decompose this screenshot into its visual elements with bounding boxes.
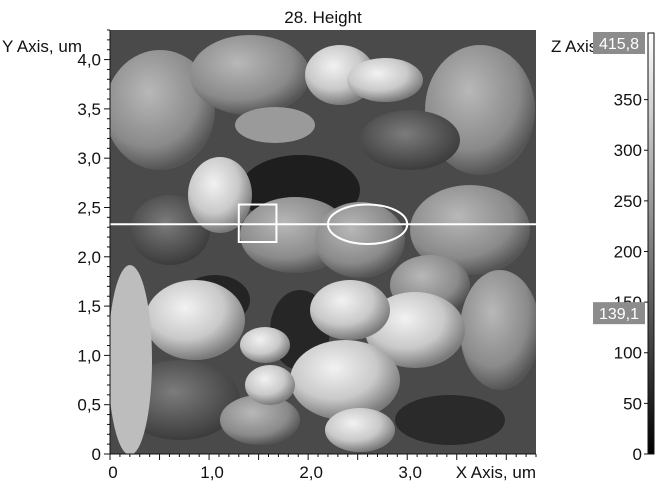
selection-ellipse <box>326 203 409 245</box>
y-tick-label: 2,0 <box>77 248 101 267</box>
z-tick-label: 0 <box>633 445 642 464</box>
y-tick-label: 0 <box>92 445 101 464</box>
y-tick-label: 1,0 <box>77 346 101 365</box>
z-colorbar-gradient <box>647 32 655 455</box>
z-marker-badge <box>593 302 645 325</box>
z-marker-label: 139,1 <box>599 306 639 323</box>
x-tick-label: 0 <box>108 463 117 482</box>
y-tick-label: 4,0 <box>77 51 101 70</box>
z-tick-label: 300 <box>614 141 642 160</box>
z-tick-label: 250 <box>614 192 642 211</box>
y-tick-label: 1,5 <box>77 297 101 316</box>
x-axis-title: X Axis, um <box>456 463 536 482</box>
x-tick-label: 1,0 <box>200 463 224 482</box>
y-tick-label: 2,5 <box>77 198 101 217</box>
z-marker-badge <box>593 32 645 54</box>
x-tick-label: 3,0 <box>398 463 422 482</box>
y-tick-label: 0,5 <box>77 396 101 415</box>
z-axis-title: Z Axis <box>551 37 597 56</box>
z-tick-label: 200 <box>614 242 642 261</box>
y-axis: 0 0,5 1,0 1,5 2,0 2,5 3,0 3,5 4,0 <box>77 29 111 464</box>
z-tick-label: 50 <box>623 394 642 413</box>
y-tick-label: 3,0 <box>77 149 101 168</box>
chart-title: 28. Height <box>284 8 362 27</box>
z-tick-label: 350 <box>614 91 642 110</box>
y-axis-title: Y Axis, um <box>2 37 82 56</box>
z-marker-label: 415,8 <box>599 36 639 53</box>
z-tick-label: 100 <box>614 344 642 363</box>
x-tick-label: 2,0 <box>299 463 323 482</box>
selection-rectangle <box>237 203 278 243</box>
x-axis: 0 1,0 2,0 3,0 <box>108 453 537 482</box>
height-map-image <box>110 30 536 454</box>
y-tick-label: 3,5 <box>77 100 101 119</box>
